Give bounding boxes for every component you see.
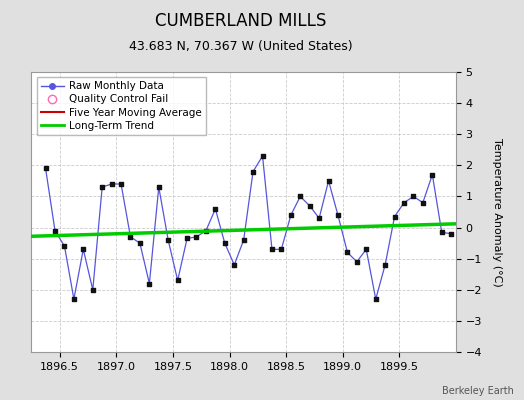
Point <box>79 246 88 252</box>
Raw Monthly Data <box>250 169 256 174</box>
Raw Monthly Data <box>269 247 275 252</box>
Raw Monthly Data <box>127 234 134 239</box>
Point <box>136 240 144 246</box>
Raw Monthly Data <box>222 241 228 246</box>
Point <box>145 280 154 287</box>
Point <box>173 277 182 284</box>
Point <box>268 246 276 252</box>
Point <box>230 262 238 268</box>
Raw Monthly Data <box>316 216 322 221</box>
Y-axis label: Temperature Anomaly (°C): Temperature Anomaly (°C) <box>492 138 501 286</box>
Point <box>183 235 191 242</box>
Point <box>221 240 229 246</box>
Raw Monthly Data <box>382 262 388 267</box>
Point <box>51 228 59 234</box>
Point <box>98 184 106 190</box>
Point <box>419 200 427 206</box>
Raw Monthly Data <box>241 238 247 242</box>
Point <box>438 229 446 236</box>
Point <box>324 178 333 184</box>
Raw Monthly Data <box>420 200 426 205</box>
Raw Monthly Data <box>80 247 86 252</box>
Point <box>41 165 50 172</box>
Raw Monthly Data <box>259 154 266 158</box>
Point <box>70 296 78 302</box>
Raw Monthly Data <box>108 182 115 186</box>
Raw Monthly Data <box>344 250 351 255</box>
Point <box>211 206 220 212</box>
Raw Monthly Data <box>61 244 68 249</box>
Line: Raw Monthly Data: Raw Monthly Data <box>46 156 451 299</box>
Raw Monthly Data <box>99 185 105 190</box>
Point <box>126 234 135 240</box>
Point <box>117 181 125 187</box>
Raw Monthly Data <box>165 238 171 242</box>
Point <box>60 243 69 250</box>
Point <box>277 246 286 252</box>
Point <box>249 168 257 175</box>
Raw Monthly Data <box>325 178 332 183</box>
Raw Monthly Data <box>401 200 407 205</box>
Point <box>343 249 352 256</box>
Point <box>400 200 408 206</box>
Raw Monthly Data <box>231 262 237 267</box>
Raw Monthly Data <box>439 230 445 235</box>
Text: CUMBERLAND MILLS: CUMBERLAND MILLS <box>155 12 327 30</box>
Point <box>390 214 399 220</box>
Raw Monthly Data <box>156 185 162 190</box>
Legend: Raw Monthly Data, Quality Control Fail, Five Year Moving Average, Long-Term Tren: Raw Monthly Data, Quality Control Fail, … <box>37 77 206 135</box>
Raw Monthly Data <box>52 228 58 233</box>
Raw Monthly Data <box>429 172 435 177</box>
Point <box>192 234 201 240</box>
Point <box>107 181 116 187</box>
Raw Monthly Data <box>410 194 417 199</box>
Raw Monthly Data <box>146 281 152 286</box>
Point <box>89 286 97 293</box>
Point <box>305 202 314 209</box>
Point <box>428 172 436 178</box>
Point <box>334 212 342 218</box>
Point <box>315 215 323 222</box>
Raw Monthly Data <box>297 194 303 199</box>
Point <box>409 193 418 200</box>
Raw Monthly Data <box>448 231 454 236</box>
Raw Monthly Data <box>174 278 181 283</box>
Point <box>372 296 380 302</box>
Point <box>202 228 210 234</box>
Raw Monthly Data <box>307 203 313 208</box>
Raw Monthly Data <box>90 287 96 292</box>
Point <box>155 184 163 190</box>
Point <box>239 237 248 243</box>
Raw Monthly Data <box>71 297 77 302</box>
Point <box>381 262 389 268</box>
Point <box>287 212 295 218</box>
Raw Monthly Data <box>184 236 190 241</box>
Point <box>353 258 361 265</box>
Point <box>447 230 455 237</box>
Raw Monthly Data <box>391 214 398 219</box>
Raw Monthly Data <box>42 166 49 171</box>
Raw Monthly Data <box>335 213 341 218</box>
Text: 43.683 N, 70.367 W (United States): 43.683 N, 70.367 W (United States) <box>129 40 353 53</box>
Raw Monthly Data <box>137 241 143 246</box>
Point <box>258 153 267 159</box>
Point <box>164 237 172 243</box>
Point <box>362 246 370 252</box>
Text: Berkeley Earth: Berkeley Earth <box>442 386 514 396</box>
Raw Monthly Data <box>212 206 219 211</box>
Raw Monthly Data <box>373 297 379 302</box>
Raw Monthly Data <box>278 247 285 252</box>
Point <box>296 193 304 200</box>
Raw Monthly Data <box>203 228 209 233</box>
Raw Monthly Data <box>354 259 360 264</box>
Raw Monthly Data <box>118 182 124 186</box>
Raw Monthly Data <box>288 213 294 218</box>
Raw Monthly Data <box>363 247 369 252</box>
Raw Monthly Data <box>193 234 200 239</box>
